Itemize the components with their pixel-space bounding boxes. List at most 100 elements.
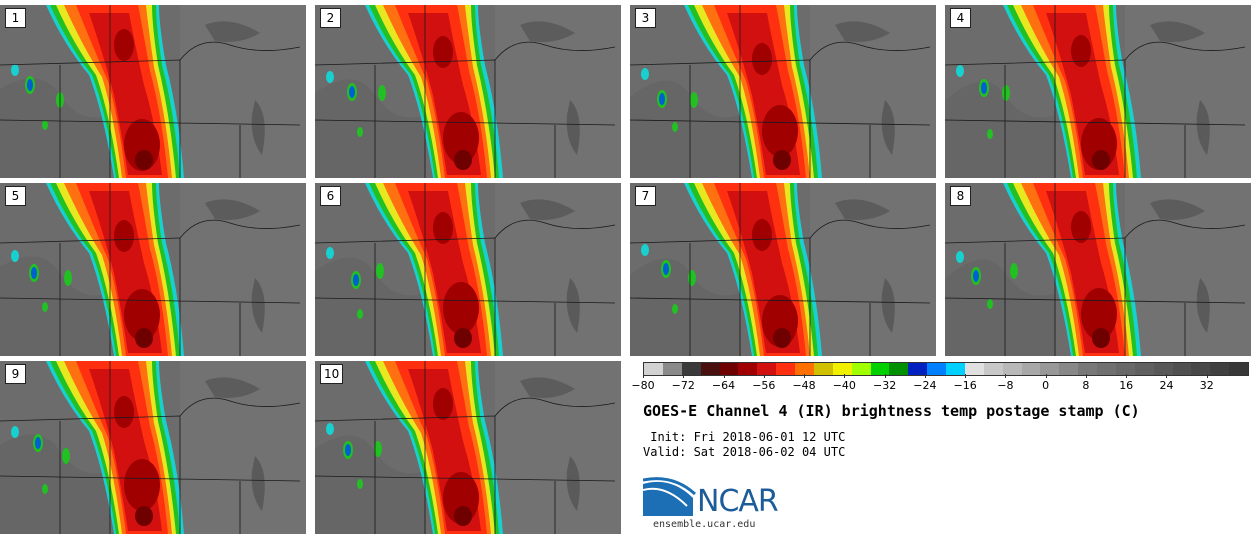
member-label: 3: [635, 8, 656, 28]
colorbar-swatch: [1134, 363, 1154, 375]
colorbar-swatch: [662, 363, 682, 375]
member-label: 7: [635, 186, 656, 206]
colorbar-tick-label: −16: [953, 379, 977, 392]
colorbar-swatch: [983, 363, 1003, 375]
colorbar-swatch: [832, 363, 852, 375]
ncar-logo-icon: [643, 477, 697, 516]
colorbar-swatch: [813, 363, 833, 375]
member-panel-10: 10: [315, 361, 621, 534]
colorbar-tick-label: 8: [1082, 379, 1090, 392]
colorbar-swatch: [908, 363, 928, 375]
colorbar-tick-label: 0: [1042, 379, 1050, 392]
member-panel-6: 6: [315, 183, 621, 356]
member-panel-2: 2: [315, 5, 621, 178]
colorbar-tick-mark: [1045, 374, 1047, 378]
colorbar-tick-label: −40: [832, 379, 856, 392]
colorbar-swatch: [1059, 363, 1079, 375]
colorbar-swatch: [644, 363, 663, 375]
colorbar-swatch: [1210, 363, 1230, 375]
valid-time: Valid: Sat 2018-06-02 04 UTC: [643, 445, 846, 459]
satellite-ir-map: [630, 183, 936, 356]
colorbar-tick-mark: [1005, 374, 1007, 378]
colorbar-swatch: [1153, 363, 1173, 375]
colorbar-swatch: [889, 363, 909, 375]
member-label: 10: [320, 364, 344, 384]
member-panel-5: 5: [0, 183, 306, 356]
colorbar-tick-mark: [924, 374, 926, 378]
colorbar: [643, 362, 1249, 376]
satellite-ir-map: [0, 361, 306, 534]
colorbar-swatch: [719, 363, 739, 375]
member-label: 8: [950, 186, 971, 206]
member-label: 2: [320, 8, 341, 28]
colorbar-tick-mark: [643, 374, 644, 378]
colorbar-tick-label: 24: [1159, 379, 1174, 392]
member-panel-1: 1: [0, 5, 306, 178]
colorbar-tick-mark: [965, 374, 967, 378]
colorbar-swatch: [851, 363, 871, 375]
colorbar-tick-mark: [804, 374, 806, 378]
colorbar-tick-mark: [1126, 374, 1128, 378]
colorbar-tick-label: −72: [671, 379, 695, 392]
colorbar-tick-mark: [763, 374, 765, 378]
colorbar-swatch: [964, 363, 984, 375]
satellite-ir-map: [315, 361, 621, 534]
satellite-ir-map: [0, 183, 306, 356]
colorbar-swatch: [1229, 363, 1248, 375]
colorbar-tick-label: 16: [1119, 379, 1134, 392]
colorbar-tick-label: −8: [997, 379, 1014, 392]
colorbar-tick-mark: [1166, 374, 1168, 378]
satellite-ir-map: [315, 5, 621, 178]
colorbar-tick-label: −32: [872, 379, 897, 392]
colorbar-swatch: [681, 363, 701, 375]
member-panel-9: 9: [0, 361, 306, 534]
init-time: Init: Fri 2018-06-01 12 UTC: [643, 430, 846, 444]
member-panel-4: 4: [945, 5, 1251, 178]
colorbar-swatch: [776, 363, 795, 375]
member-panel-3: 3: [630, 5, 936, 178]
member-label: 9: [5, 364, 26, 384]
satellite-ir-map: [945, 183, 1251, 356]
colorbar-tick-label: −48: [792, 379, 816, 392]
ncar-logo-text: NCAR: [697, 484, 779, 519]
colorbar-tick-mark: [1206, 374, 1208, 378]
colorbar-tick-label: −64: [711, 379, 736, 392]
colorbar-swatch: [1021, 363, 1041, 375]
colorbar-tick-mark: [1085, 374, 1087, 378]
colorbar-ticks: −80 −72 −64 −56 −48 −40 −32 −24 −16 −8 0 8 16 24 32: [631, 374, 1247, 393]
colorbar-swatch: [738, 363, 758, 375]
satellite-ir-map: [630, 5, 936, 178]
colorbar-tick-mark: [723, 374, 725, 378]
colorbar-swatch: [795, 363, 814, 375]
colorbar-swatch: [1040, 363, 1060, 375]
colorbar-swatch: [1002, 363, 1022, 375]
colorbar-tick-label: 32: [1199, 379, 1214, 392]
colorbar-tick-label: −24: [913, 379, 937, 392]
colorbar-tick-mark: [844, 374, 846, 378]
colorbar-tick-label: −80: [631, 379, 655, 392]
satellite-ir-map: [315, 183, 621, 356]
member-label: 6: [320, 186, 341, 206]
colorbar-tick-mark: [884, 374, 886, 378]
colorbar-swatch: [927, 363, 946, 375]
colorbar-swatch: [757, 363, 777, 375]
colorbar-swatch: [1191, 363, 1211, 375]
member-panel-8: 8: [945, 183, 1251, 356]
member-panel-7: 7: [630, 183, 936, 356]
satellite-ir-map: [0, 5, 306, 178]
colorbar-swatch: [1115, 363, 1135, 375]
colorbar-swatch: [700, 363, 720, 375]
figure-title: GOES-E Channel 4 (IR) brightness temp po…: [643, 402, 1140, 420]
colorbar-swatch: [1172, 363, 1192, 375]
member-label: 1: [5, 8, 26, 28]
colorbar-tick-label: −56: [752, 379, 776, 392]
colorbar-tick-mark: [683, 374, 685, 378]
colorbar-swatch: [946, 363, 965, 375]
site-url: ensemble.ucar.edu: [653, 519, 756, 530]
colorbar-swatch: [1097, 363, 1116, 375]
colorbar-swatch: [1078, 363, 1097, 375]
member-label: 5: [5, 186, 26, 206]
member-label: 4: [950, 8, 971, 28]
satellite-ir-map: [945, 5, 1251, 178]
colorbar-swatch: [870, 363, 890, 375]
